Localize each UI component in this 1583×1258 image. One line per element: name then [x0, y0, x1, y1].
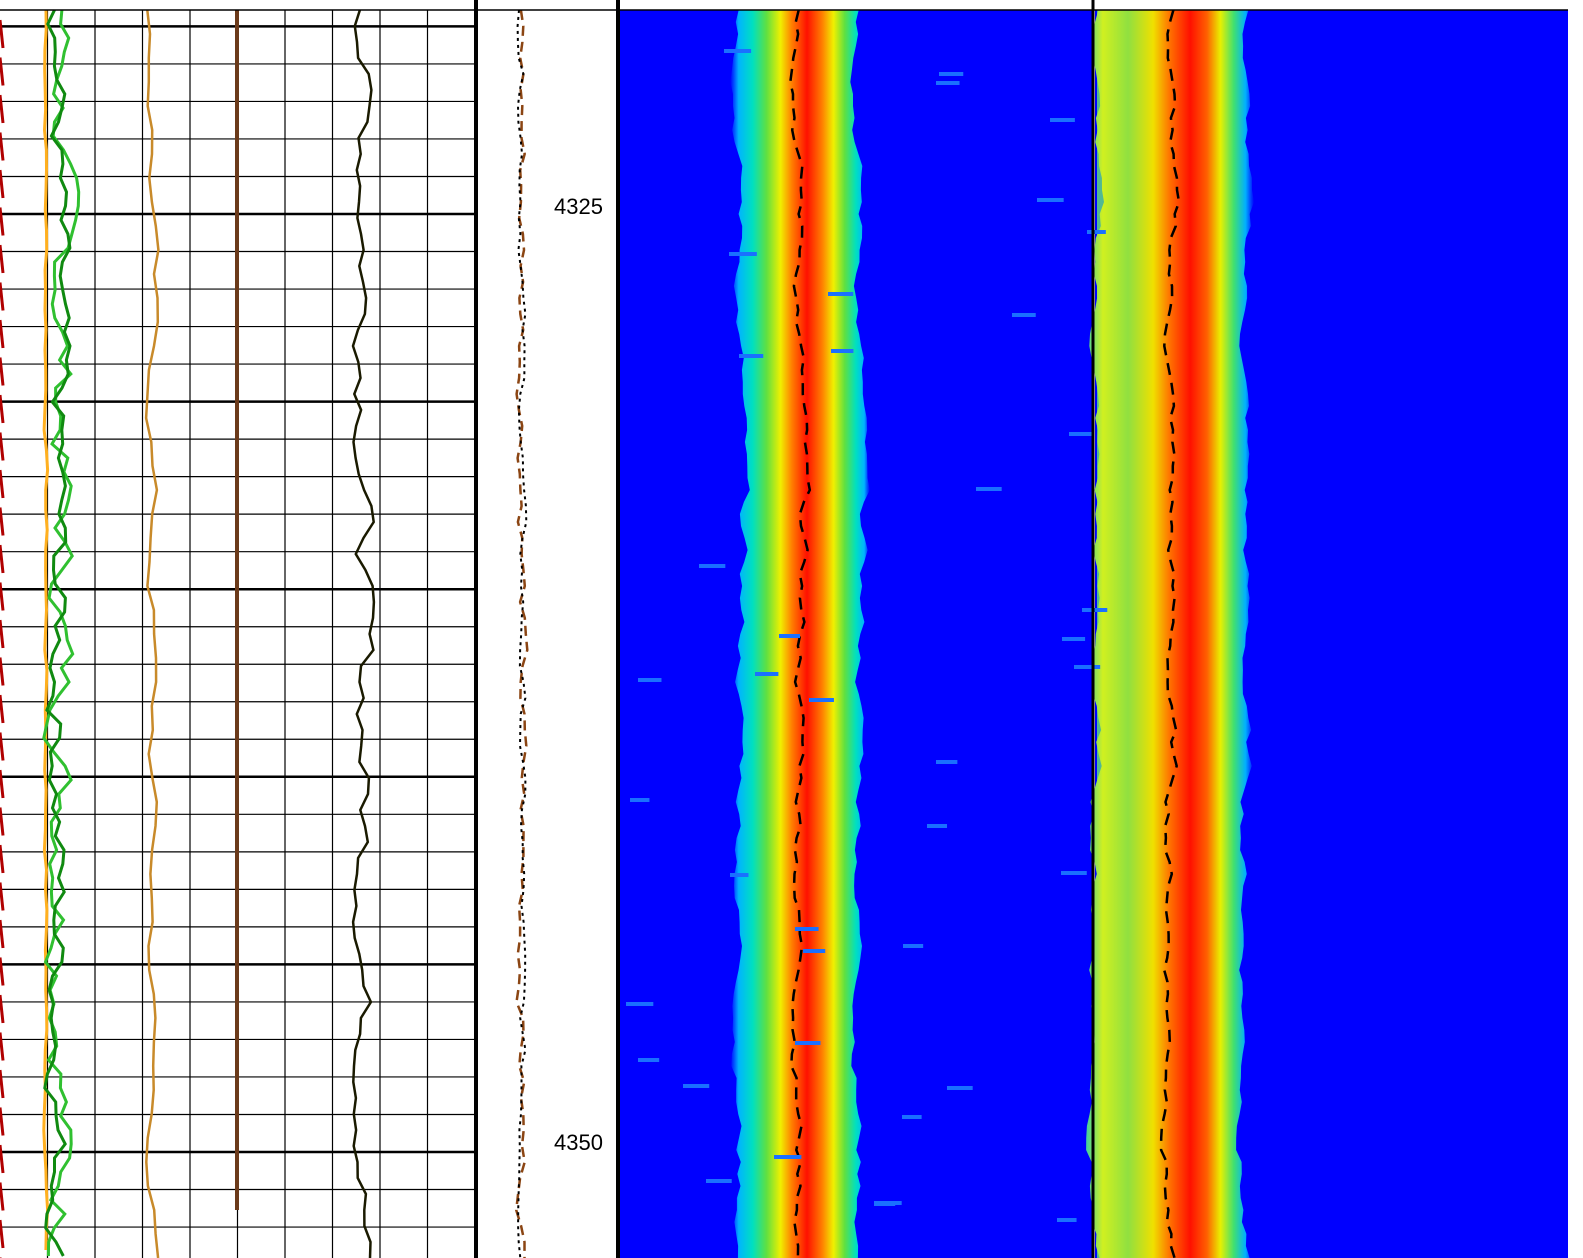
depth-mark: [0, 994, 5, 1024]
image-band: [730, 10, 870, 1258]
speckle: [683, 1084, 710, 1088]
depth-mark: [0, 1032, 5, 1061]
log-curve: [43, 9, 72, 1257]
depth-mark: [0, 619, 5, 649]
speckle: [828, 292, 854, 296]
speckle: [831, 349, 854, 353]
depth-mark: [0, 544, 5, 574]
speckle: [809, 698, 834, 702]
speckle: [699, 564, 726, 568]
speckle: [927, 824, 948, 828]
speckle: [1037, 198, 1064, 202]
log-curve: [351, 9, 376, 1258]
depth-mark: [0, 207, 5, 236]
speckle: [1074, 665, 1101, 669]
speckle: [803, 949, 826, 953]
depth-mark: [0, 1219, 5, 1249]
speckle: [1069, 432, 1093, 436]
depth-mark: [0, 1069, 5, 1099]
band-center: [1159, 9, 1181, 1258]
depth-label: 4350: [554, 1130, 603, 1155]
depth-mark: [0, 132, 5, 161]
depth-mark: [0, 919, 5, 949]
speckle: [706, 1179, 732, 1183]
speckle: [724, 49, 752, 53]
depth-mark: [0, 582, 5, 611]
speckle: [939, 72, 964, 76]
depth-mark: [0, 244, 5, 274]
depth-mark: [0, 657, 5, 686]
speckle: [936, 81, 960, 85]
speckle: [1087, 230, 1106, 234]
speckle: [1061, 871, 1087, 875]
speckle: [1082, 608, 1108, 612]
depth-label: 4325: [554, 194, 603, 219]
speckle: [976, 487, 1002, 491]
speckle: [795, 1041, 821, 1045]
speckle: [874, 1202, 896, 1206]
speckle: [638, 1058, 660, 1062]
speckle: [936, 760, 958, 764]
depth-mark: [0, 807, 5, 836]
depth-mark: [0, 432, 5, 461]
speckle: [755, 672, 779, 676]
log-curves: [42, 9, 529, 1258]
speckle: [779, 634, 801, 638]
speckle: [1062, 637, 1086, 641]
depth-mark: [0, 57, 5, 86]
depth-mark: [0, 1182, 5, 1211]
depth-mark: [0, 882, 5, 911]
depth-mark: [0, 282, 5, 311]
speckle: [739, 354, 764, 358]
speckle: [626, 1002, 654, 1006]
depth-mark: [0, 694, 5, 724]
speckle: [630, 798, 650, 802]
depth-mark: [0, 357, 5, 386]
depth-mark: [0, 469, 5, 499]
depth-mark: [0, 957, 5, 986]
depth-mark: [0, 19, 5, 49]
speckle: [947, 1086, 973, 1090]
speckle: [1012, 313, 1036, 317]
depth-mark: [0, 394, 5, 424]
speckle: [729, 252, 757, 256]
depth-mark: [0, 169, 5, 199]
speckle: [902, 1115, 922, 1119]
band-center: [789, 9, 812, 1258]
speckle: [638, 678, 662, 682]
depth-mark: [0, 1144, 5, 1174]
depth-mark: [0, 94, 5, 124]
log-curve: [42, 9, 50, 1251]
speckle: [730, 873, 749, 877]
speckle: [774, 1155, 802, 1159]
depth-mark: [0, 844, 5, 874]
speckle: [1057, 1218, 1077, 1222]
log-curve: [144, 9, 160, 1258]
depth-mark: [0, 507, 5, 536]
depth-mark: [0, 732, 5, 761]
speckle: [903, 944, 924, 948]
speckle: [795, 927, 819, 931]
image-bands: [626, 9, 1254, 1258]
depth-mark: [0, 319, 5, 349]
log-curve: [514, 9, 529, 1258]
image-band: [1086, 10, 1254, 1258]
speckle: [1050, 118, 1075, 122]
depth-mark: [0, 769, 5, 799]
depth-mark: [0, 1107, 5, 1136]
